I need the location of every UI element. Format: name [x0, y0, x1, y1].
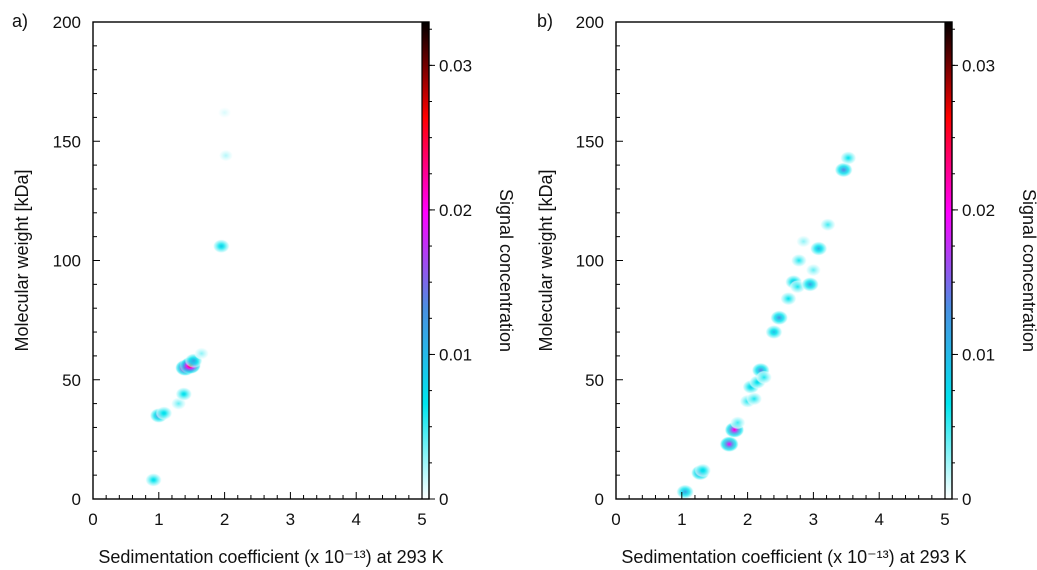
- data-points: [676, 151, 857, 500]
- x-tick-label: 0: [611, 510, 620, 529]
- data-point: [729, 416, 746, 430]
- data-point: [145, 472, 162, 487]
- data-point: [175, 387, 193, 402]
- colorbar-tick-label: 0.02: [439, 201, 472, 220]
- colorbar: [422, 22, 429, 499]
- panel-label: b): [537, 11, 553, 31]
- y-tick-label: 150: [576, 132, 604, 151]
- y-axis-label: Molecular weight [kDa]: [536, 169, 556, 351]
- x-tick-label: 4: [874, 510, 883, 529]
- colorbar-tick-label: 0: [962, 490, 971, 509]
- colorbar-label: Signal concentration: [496, 189, 516, 352]
- y-axis-label: Molecular weight [kDa]: [12, 169, 32, 351]
- colorbar-tick-label: 0.03: [439, 56, 472, 75]
- colorbar-tick-label: 0.03: [962, 56, 995, 75]
- x-tick-label: 4: [351, 510, 360, 529]
- data-point: [155, 406, 173, 421]
- data-point: [746, 392, 763, 406]
- x-tick-label: 5: [417, 510, 426, 529]
- x-tick-label: 1: [677, 510, 686, 529]
- panel-label: a): [12, 11, 28, 31]
- x-tick-label: 1: [154, 510, 163, 529]
- data-point: [780, 291, 797, 306]
- x-tick-label: 2: [220, 510, 229, 529]
- y-tick-label: 150: [53, 132, 81, 151]
- panel-b: 0 1 2 3 4 505010015020000.010.020.03Sedimenta…: [536, 11, 1037, 567]
- x-tick-label: 2: [743, 510, 752, 529]
- y-tick-label: 0: [72, 490, 81, 509]
- colorbar-tick-label: 0.01: [962, 345, 995, 364]
- data-point: [796, 235, 812, 248]
- data-point: [809, 241, 828, 256]
- plot-frame: [615, 21, 953, 500]
- y-tick-label: 100: [576, 252, 604, 271]
- y-tick-label: 200: [576, 13, 604, 32]
- data-point: [694, 463, 712, 478]
- y-tick-label: 50: [585, 371, 604, 390]
- data-point: [790, 253, 808, 268]
- x-axis-label: Sedimentation coefficient (x 10⁻¹³) at 2…: [621, 547, 966, 567]
- panel-a: 0 1 2 3 4 505010015020000.010.020.03Sedimenta…: [12, 11, 516, 567]
- data-point: [770, 310, 789, 326]
- colorbar-label: Signal concentration: [1019, 189, 1037, 352]
- y-tick-label: 100: [53, 252, 81, 271]
- colorbar-tick-label: 0: [439, 490, 448, 509]
- colorbar-tick-label: 0.01: [439, 345, 472, 364]
- y-tick-label: 200: [53, 13, 81, 32]
- plot-frame: [92, 21, 430, 500]
- data-point: [212, 239, 230, 254]
- data-point: [805, 263, 822, 277]
- data-points: [145, 106, 234, 487]
- data-point: [194, 347, 210, 360]
- data-point: [765, 324, 783, 340]
- y-tick-label: 0: [595, 490, 604, 509]
- data-point: [218, 149, 234, 162]
- data-point: [719, 436, 740, 453]
- data-point: [819, 218, 836, 232]
- colorbar-tick-label: 0.02: [962, 201, 995, 220]
- y-tick-label: 50: [62, 371, 81, 390]
- data-point: [801, 276, 820, 292]
- data-point: [834, 162, 853, 178]
- x-axis-label: Sedimentation coefficient (x 10⁻¹³) at 2…: [98, 547, 443, 567]
- colorbar: [945, 22, 952, 499]
- x-tick-label: 3: [286, 510, 295, 529]
- x-tick-label: 3: [809, 510, 818, 529]
- data-point: [755, 370, 773, 385]
- x-tick-label: 5: [940, 510, 949, 529]
- data-point: [839, 151, 857, 165]
- x-tick-label: 0: [88, 510, 97, 529]
- data-point: [217, 106, 232, 119]
- data-point: [676, 484, 695, 500]
